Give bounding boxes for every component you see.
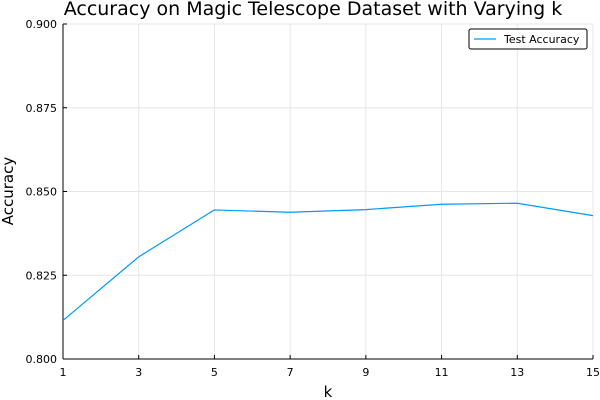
x-tick-label: 11	[435, 366, 449, 379]
legend: Test Accuracy	[468, 28, 588, 50]
y-tick-label: 0.875	[26, 102, 58, 115]
x-tick-label: 5	[211, 366, 218, 379]
grid-layer	[62, 23, 594, 360]
y-axis-label: Accuracy	[0, 157, 17, 226]
chart-title: Accuracy on Magic Telescope Dataset with…	[64, 0, 563, 20]
series-layer	[62, 202, 594, 321]
x-tick-label: 9	[362, 366, 369, 379]
x-tick-label: 1	[60, 366, 67, 379]
y-tick-label: 0.825	[26, 269, 58, 282]
legend-label-test-accuracy: Test Accuracy	[503, 33, 580, 46]
legend-box	[468, 28, 588, 50]
y-tick-label: 0.850	[26, 186, 58, 199]
x-axis-label: k	[324, 383, 333, 400]
x-tick-label: 15	[586, 366, 600, 379]
y-tick-label: 0.900	[26, 18, 58, 31]
y-tick-label: 0.800	[26, 353, 58, 366]
x-tick-label: 13	[510, 366, 524, 379]
x-tick-label: 3	[135, 366, 142, 379]
x-tick-label: 7	[287, 366, 294, 379]
series-line-test-accuracy	[62, 202, 594, 321]
